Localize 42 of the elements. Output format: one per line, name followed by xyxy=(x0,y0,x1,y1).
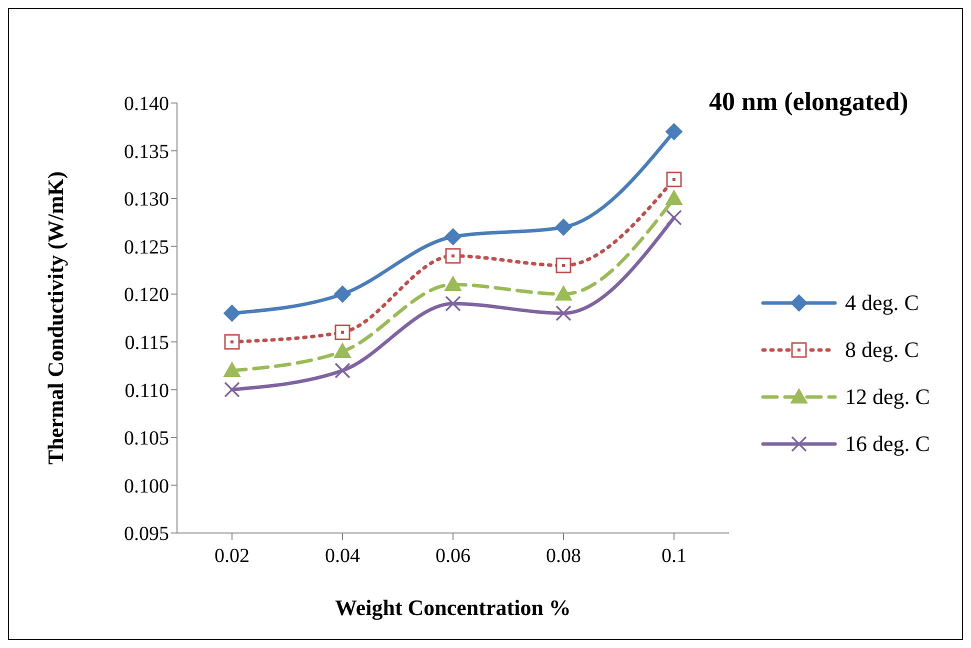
legend-label: 16 deg. C xyxy=(845,430,930,456)
point xyxy=(666,172,682,188)
point xyxy=(556,258,572,274)
y-tick-label: 0.125 xyxy=(124,236,169,258)
point xyxy=(224,362,240,378)
point xyxy=(224,304,240,322)
point xyxy=(334,286,351,303)
text: 40 nm (elongated) xyxy=(709,87,908,117)
x-axis-title: Weight Concentration % xyxy=(335,595,571,620)
legend-label: 12 deg. C xyxy=(845,384,930,410)
point xyxy=(555,218,572,236)
y-tick-label: 0.100 xyxy=(124,475,169,498)
point xyxy=(445,296,461,312)
x-tick-label: 0.06 xyxy=(436,545,470,568)
x-tick-label: 0.1 xyxy=(662,545,686,568)
x-tick-label: 0.04 xyxy=(325,545,360,568)
point xyxy=(666,123,682,140)
x-tick-label: 0.08 xyxy=(546,545,581,568)
y-axis-title: Thermal Conductivity (W/mK) xyxy=(42,171,68,465)
legend-label: 8 deg. C xyxy=(845,336,919,362)
point xyxy=(444,228,462,246)
y-tick-label: 0.120 xyxy=(124,284,169,306)
point xyxy=(334,362,350,378)
y-tick-label: 0.135 xyxy=(124,140,169,163)
y-tick-label: 0.115 xyxy=(124,332,169,354)
point xyxy=(555,286,572,301)
point xyxy=(444,276,462,292)
point xyxy=(224,382,240,398)
point xyxy=(666,210,682,226)
y-tick-label: 0.130 xyxy=(124,188,169,211)
y-tick-label: 0.110 xyxy=(124,380,169,402)
y-tick-label: 0.095 xyxy=(124,523,169,546)
x-tick-label: 0.02 xyxy=(214,545,250,568)
y-tick-label: 0.140 xyxy=(124,93,169,116)
point xyxy=(334,324,350,340)
point xyxy=(224,334,240,350)
point xyxy=(556,305,572,322)
point xyxy=(334,342,351,358)
point xyxy=(445,248,461,264)
legend-label: 4 deg. C xyxy=(845,290,919,316)
point xyxy=(666,190,682,206)
y-tick-label: 0.105 xyxy=(124,428,169,450)
